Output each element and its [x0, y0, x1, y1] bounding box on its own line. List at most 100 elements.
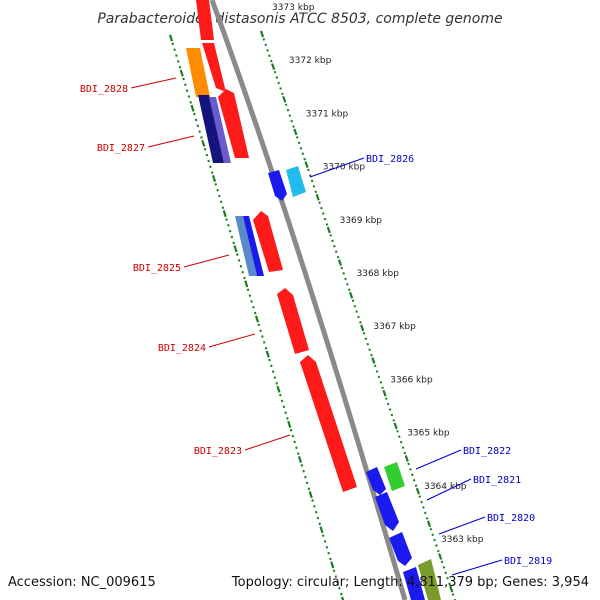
inner-track-tick	[275, 382, 278, 385]
outer-track-tick	[292, 125, 295, 128]
gene-label-bdi-2821[interactable]: BDI_2821	[473, 475, 521, 486]
gene-arrow-bdi-2827-slate[interactable]	[209, 97, 231, 163]
outer-track-tick	[366, 342, 370, 346]
gene-arrow-bdi-2827[interactable]	[198, 95, 224, 163]
gene-leader-line	[244, 434, 291, 451]
gene-label-bdi-2825[interactable]: BDI_2825	[133, 263, 181, 274]
inner-track-tick	[262, 341, 266, 344]
outer-track-tick	[404, 455, 409, 462]
gene-arrow-bdi-2822[interactable]	[366, 467, 386, 495]
gene-arrow-bdi-2826-cyan[interactable]	[286, 166, 306, 197]
gene-arrow-red-a[interactable]	[202, 43, 226, 92]
outer-track-tick	[398, 435, 401, 439]
gene-arrow-bdi-2819-olive[interactable]	[418, 559, 441, 600]
inner-track-tick	[228, 229, 232, 233]
outer-track-tick	[340, 266, 344, 270]
inner-track-tick	[330, 561, 335, 569]
outer-track-tick	[333, 244, 336, 248]
gene-arrow-bdi-2825[interactable]	[243, 216, 264, 276]
outer-track-tick	[321, 212, 325, 215]
outer-track-tick	[449, 585, 454, 593]
inner-track-tick	[264, 346, 268, 350]
inner-track-tick	[244, 280, 249, 288]
gene-arrow-bdi-2822-green[interactable]	[384, 462, 405, 491]
gene-arrow-bdi-2826[interactable]	[268, 170, 287, 201]
outer-track-tick	[336, 255, 340, 259]
gene-label-bdi-2820[interactable]: BDI_2820	[487, 513, 535, 524]
inner-track-tick	[189, 101, 192, 104]
inner-track-tick	[302, 469, 305, 473]
inner-track-tick	[207, 159, 210, 163]
gene-label-bdi-2827[interactable]: BDI_2827	[97, 143, 145, 154]
gene-label-bdi-2828[interactable]: BDI_2828	[80, 84, 128, 95]
outer-track-tick	[273, 70, 277, 74]
tick-label: 3363 kbp	[441, 535, 484, 545]
outer-track-tick	[446, 576, 449, 580]
inner-track-tick	[254, 315, 260, 323]
inner-track-tick	[250, 300, 253, 303]
inner-track-tick	[325, 545, 329, 549]
outer-track-tick	[388, 408, 392, 411]
gene-arrow-bdi-2821[interactable]	[375, 492, 399, 531]
inner-track-tick	[209, 165, 212, 169]
inner-track-tick	[291, 434, 295, 438]
inner-track-tick	[286, 417, 289, 420]
outer-track-tick	[347, 288, 351, 292]
outer-track-tick	[307, 168, 310, 172]
gene-label-bdi-2826[interactable]: BDI_2826	[366, 154, 414, 165]
outer-track-tick	[440, 560, 444, 564]
gene-label-bdi-2822[interactable]: BDI_2822	[463, 446, 511, 457]
inner-track-tick	[233, 245, 238, 253]
inner-track-tick	[184, 83, 187, 87]
gene-arrow-bdi-2823[interactable]	[300, 355, 357, 492]
gene-arrow-bdi-2819[interactable]	[403, 567, 425, 600]
tick-label: 3365 kbp	[407, 429, 450, 439]
inner-track-tick	[211, 174, 217, 183]
gene-label-bdi-2824[interactable]: BDI_2824	[158, 343, 206, 354]
inner-track-tick	[182, 77, 185, 81]
outer-track-tick	[325, 223, 329, 226]
outer-track-tick	[448, 582, 451, 585]
outer-track-tick	[295, 136, 299, 139]
kbp-tick-labels: 3373 kbp 3372 kbp 3371 kbp 3370 kbp 3369 kbp…	[272, 3, 484, 545]
accession-text: Accession: NC_009615	[8, 575, 156, 590]
gene-arrow-bdi-2820[interactable]	[389, 532, 412, 566]
inner-track-tick	[270, 364, 273, 368]
inner-track-tick	[338, 586, 341, 590]
gene-label-bdi-2823[interactable]: BDI_2823	[194, 446, 242, 457]
inner-track-tick	[308, 491, 313, 499]
outer-track-tick	[362, 332, 366, 335]
inner-track-tick	[227, 223, 230, 227]
inner-track-tick	[313, 504, 316, 508]
outer-track-tick	[275, 76, 279, 79]
inner-track-tick	[252, 305, 255, 309]
tick-label: 3373 kbp	[272, 3, 315, 13]
gene-arrow-red-c[interactable]	[253, 211, 283, 272]
outer-track-tick	[412, 478, 416, 482]
outer-track-tick	[407, 462, 410, 466]
gene-arrow-red-b[interactable]	[218, 89, 249, 158]
outer-track-tick	[286, 108, 290, 112]
gene-leader-line	[415, 449, 462, 470]
tick-label: 3369 kbp	[340, 216, 383, 226]
outer-track-tick	[399, 440, 403, 444]
gene-arrow-bdi-2824[interactable]	[277, 288, 309, 354]
gene-arrow-top-red[interactable]	[196, 0, 214, 40]
outer-track-tick	[344, 277, 347, 281]
outer-track-tick	[424, 511, 427, 515]
outer-track-tick	[385, 397, 388, 400]
gene-label-bdi-2819[interactable]: BDI_2819	[504, 556, 552, 567]
inner-track-tick	[293, 440, 296, 444]
inner-track-tick	[230, 235, 234, 239]
outer-track-tick	[310, 179, 314, 183]
inner-track-tick	[193, 112, 196, 116]
outer-track-tick	[373, 364, 377, 368]
outer-track-tick	[331, 239, 334, 243]
gene-arrow-bdi-2828[interactable]	[186, 48, 210, 97]
inner-track-tick	[171, 42, 175, 46]
outer-track-tick	[357, 315, 360, 319]
inner-track-tick	[332, 569, 336, 573]
inner-track-tick	[216, 188, 219, 192]
tick-label: 3364 kbp	[424, 482, 467, 492]
gene-arrow-bdi-2825-steel[interactable]	[235, 216, 257, 276]
